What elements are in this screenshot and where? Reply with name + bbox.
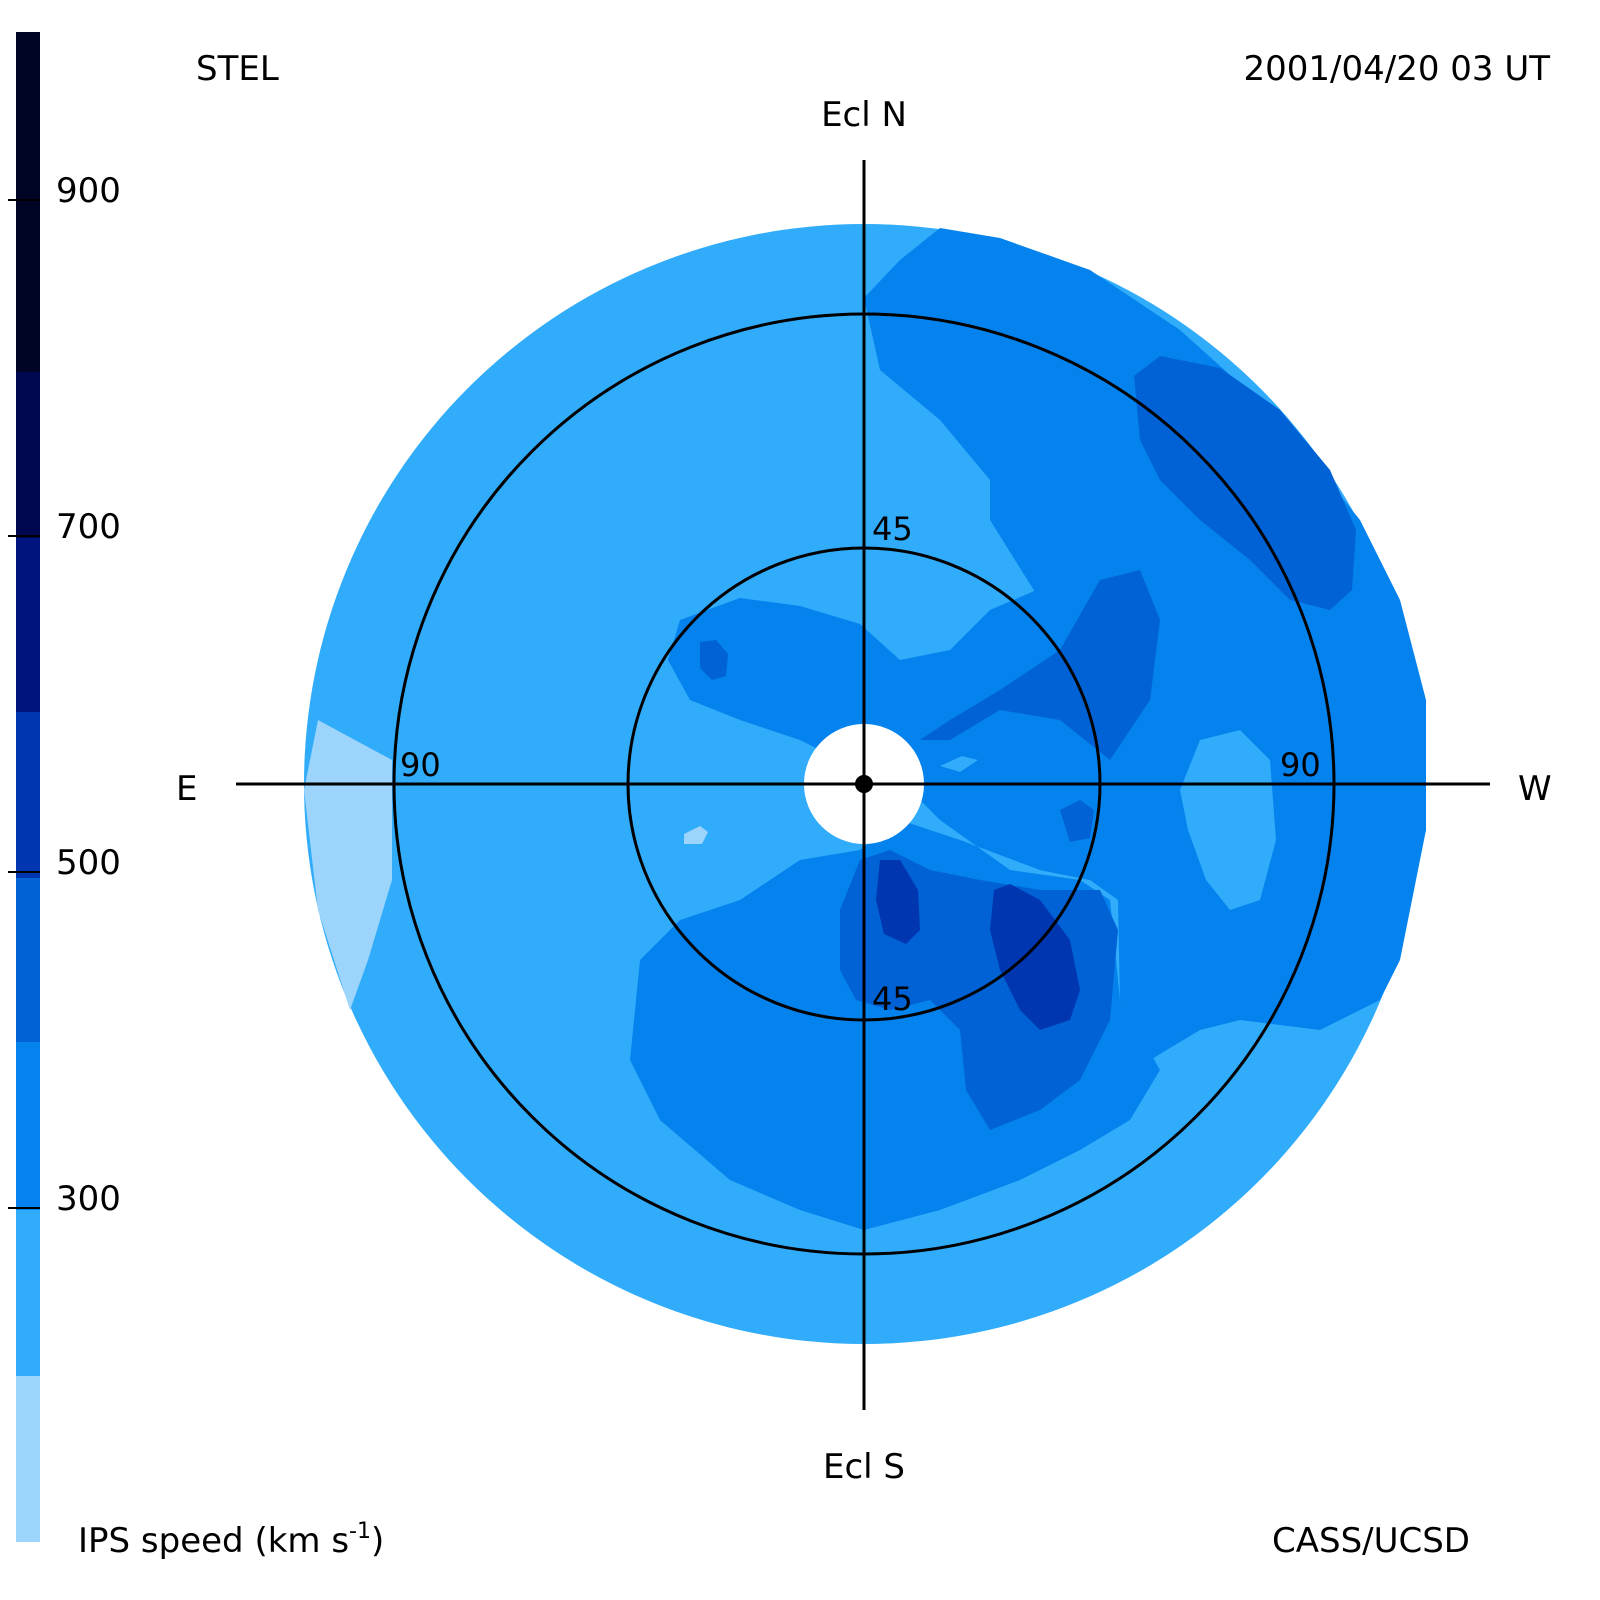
colorbar-tick-label-500: 500 bbox=[56, 843, 121, 883]
compass-north: Ecl N bbox=[821, 95, 907, 135]
colorbar-title-exponent: -1 bbox=[349, 1519, 371, 1544]
ring-label-90-left: 90 bbox=[400, 746, 441, 784]
compass-south: Ecl S bbox=[823, 1447, 905, 1487]
ring-label-90-right: 90 bbox=[1280, 746, 1321, 784]
region-fastest-south-a bbox=[876, 860, 920, 944]
ring-label-45-top: 45 bbox=[872, 510, 913, 548]
region-fastest-south-b bbox=[990, 884, 1080, 1030]
colorbar-tick-label-700: 700 bbox=[56, 507, 121, 547]
colorbar: 300 500 700 900 bbox=[8, 32, 121, 1542]
region-light-patch-a bbox=[940, 756, 978, 772]
station-label: STEL bbox=[196, 49, 279, 89]
region-light-right bbox=[1180, 730, 1276, 910]
colorbar-band-7 bbox=[16, 370, 40, 538]
colorbar-band-4 bbox=[16, 876, 40, 1042]
ring-label-45-bottom: 45 bbox=[872, 980, 913, 1018]
region-slow-east bbox=[304, 720, 392, 1010]
colorbar-title-close: ) bbox=[371, 1521, 384, 1561]
compass-west: W bbox=[1518, 769, 1552, 809]
colorbar-band-1 bbox=[16, 1376, 40, 1542]
region-fast-ne bbox=[1134, 356, 1356, 610]
colorbar-title: IPS speed (km s-1) bbox=[78, 1519, 384, 1561]
datetime-label: 2001/04/20 03 UT bbox=[1244, 49, 1551, 89]
region-fast-arm bbox=[920, 570, 1160, 760]
compass-east: E bbox=[176, 769, 197, 809]
colorbar-band-6 bbox=[16, 536, 40, 712]
colorbar-tick-label-300: 300 bbox=[56, 1179, 121, 1219]
region-fast-patch-right bbox=[1060, 800, 1094, 842]
colorbar-tick-label-900: 900 bbox=[56, 171, 121, 211]
credit-label: CASS/UCSD bbox=[1272, 1521, 1470, 1561]
colorbar-band-3 bbox=[16, 1040, 40, 1210]
colorbar-band-8 bbox=[16, 32, 40, 372]
colorbar-title-main: IPS speed (km s bbox=[78, 1521, 349, 1561]
colorbar-band-5 bbox=[16, 710, 40, 878]
region-light-patch-b bbox=[684, 826, 708, 844]
region-fast-blob-left bbox=[700, 640, 728, 680]
